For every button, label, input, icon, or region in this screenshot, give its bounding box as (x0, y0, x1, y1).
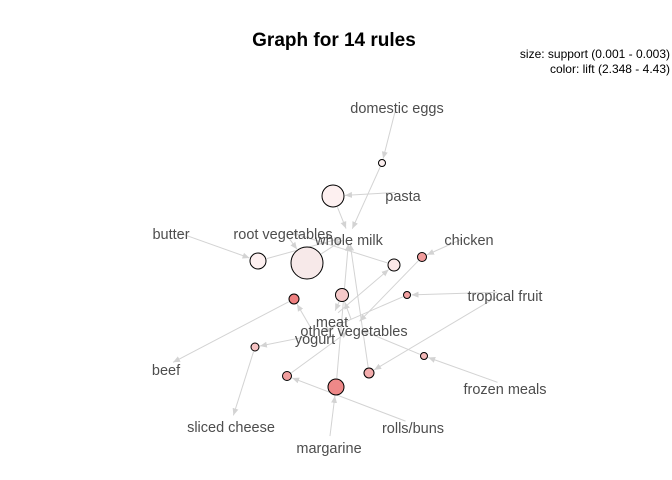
edge-rule-9-to-beef (172, 301, 289, 363)
rule-node-rule-10 (420, 352, 428, 360)
edge-rule-12-to-other-vegetables (291, 331, 348, 374)
item-label-butter: butter (152, 227, 189, 243)
edge-tropical-fruit-to-rule-6 (411, 291, 498, 298)
legend-color: color: lift (2.348 - 4.43) (550, 62, 670, 76)
rule-node-rule-4 (290, 246, 324, 280)
rule-node-rule-13 (327, 378, 345, 396)
rule-node-rule-6 (403, 291, 411, 299)
rule-node-rule-5 (417, 252, 427, 262)
edge-rule-11-to-sliced-cheese (232, 351, 254, 416)
edge-rule-1-to-whole-milk (351, 166, 381, 229)
item-label-yogurt: yogurt (295, 332, 335, 348)
item-label-root-vegetables: root vegetables (233, 227, 332, 243)
edge-other-vegetables-to-rule-8 (344, 301, 352, 320)
item-label-margarine: margarine (296, 441, 361, 457)
edge-rule-13-to-whole-milk (336, 243, 351, 379)
edge-rule-2-to-whole-milk (336, 206, 347, 229)
edge-rule-7-to-root-vegetables (290, 231, 388, 264)
edge-rule-4-to-whole-milk (321, 239, 343, 255)
edge-margarine-to-rule-13 (329, 395, 338, 437)
item-label-other-vegetables: other vegetables (300, 324, 407, 340)
edge-rule-8-to-meat (334, 301, 341, 311)
rule-node-rule-1 (378, 159, 386, 167)
edge-rolls-buns-to-rule-12 (291, 377, 406, 422)
edge-yogurt-to-rule-9 (296, 303, 312, 329)
rule-node-rule-12 (282, 371, 292, 381)
edge-root-vegetables-to-rule-4 (287, 236, 298, 250)
item-label-sliced-cheese: sliced cheese (187, 420, 275, 436)
edge-butter-to-rule-3 (178, 232, 250, 259)
rule-node-rule-2 (321, 184, 345, 208)
item-label-pasta: pasta (385, 189, 421, 205)
edge-domestic-eggs-to-rule-1 (381, 111, 396, 159)
item-label-domestic-eggs: domestic eggs (350, 101, 444, 117)
edge-rule-6-to-yogurt (322, 296, 404, 333)
edges-layer (172, 111, 499, 437)
rule-node-rule-11 (250, 342, 260, 352)
item-label-whole-milk: whole milk (314, 233, 383, 249)
rule-node-rule-9 (288, 293, 300, 305)
item-labels-layer: domestic eggs pasta butter root vegetablesw… (152, 101, 547, 457)
edge-yogurt-to-rule-11 (259, 336, 308, 348)
rule-nodes-layer (249, 159, 428, 396)
item-label-tropical-fruit: tropical fruit (468, 289, 543, 305)
edge-frozen-meals-to-rule-10 (428, 357, 498, 383)
edge-pasta-to-rule-2 (344, 191, 396, 198)
rule-node-rule-7 (387, 258, 401, 272)
legend-size: size: support (0.001 - 0.003) (520, 47, 670, 61)
edge-tropical-fruit-to-rule-14 (373, 295, 499, 371)
edge-chicken-to-rule-5 (426, 238, 462, 256)
rule-node-rule-3 (249, 252, 267, 270)
item-label-chicken: chicken (444, 233, 493, 249)
item-label-meat: meat (316, 315, 348, 331)
item-label-frozen-meals: frozen meals (463, 382, 546, 398)
graph-title: Graph for 14 rules (252, 30, 416, 51)
rule-node-rule-14 (363, 367, 375, 379)
item-label-beef: beef (152, 363, 181, 379)
item-label-rolls-buns: rolls/buns (382, 421, 444, 437)
edge-rule-10-to-other-vegetables (361, 329, 421, 355)
rule-node-rule-8 (335, 288, 349, 302)
edge-rule-14-to-whole-milk (348, 243, 369, 368)
